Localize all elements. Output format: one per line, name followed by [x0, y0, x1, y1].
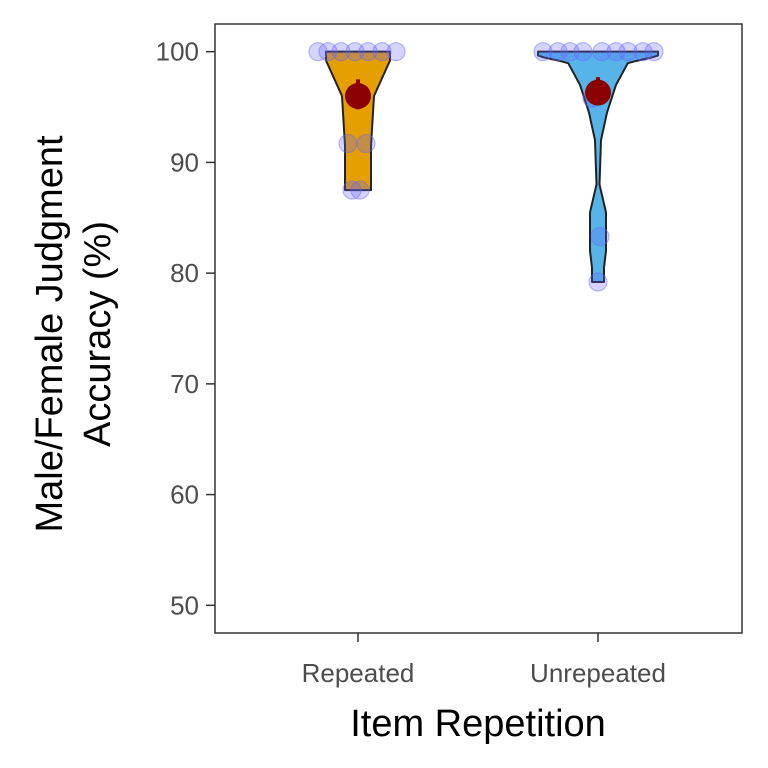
data-point — [533, 42, 553, 62]
data-point — [633, 42, 653, 62]
y-tick-label: 90 — [170, 147, 199, 177]
data-point — [338, 133, 358, 154]
y-axis-ticks: 50 60 70 80 90 100 — [156, 37, 215, 620]
x-tick-label: Repeated — [302, 658, 415, 688]
violins — [325, 50, 659, 283]
data-point — [318, 42, 338, 62]
data-point — [548, 42, 568, 62]
y-axis-title-line-1: Male/Female Judgment — [29, 135, 71, 533]
data-point — [644, 42, 664, 62]
y-axis-title-line-2: Accuracy (%) — [77, 221, 119, 447]
data-point — [560, 42, 580, 62]
data-point — [590, 226, 610, 247]
plot-panel — [214, 23, 743, 634]
y-tick-label: 80 — [170, 258, 199, 288]
x-tick-label: Unrepeated — [530, 658, 666, 688]
violin-repeated — [325, 50, 391, 192]
data-point — [356, 133, 376, 154]
data-point — [588, 272, 608, 292]
data-point — [372, 42, 392, 62]
data-point — [606, 42, 626, 62]
y-tick-label: 100 — [156, 37, 199, 67]
y-axis-title: Male/Female Judgment Accuracy (%) — [29, 135, 119, 533]
violin-unrepeated — [537, 50, 659, 283]
mean-summaries — [345, 77, 611, 110]
y-tick-label: 70 — [170, 369, 199, 399]
data-point — [592, 42, 612, 62]
x-axis-title: Item Repetition — [350, 703, 606, 745]
data-point — [386, 42, 406, 62]
data-point — [573, 42, 593, 62]
data-point — [345, 42, 365, 62]
data-point — [350, 180, 370, 200]
data-point — [342, 180, 362, 200]
data-points — [308, 42, 664, 292]
data-point — [618, 42, 638, 62]
data-point — [358, 42, 378, 62]
y-tick-label: 60 — [170, 480, 199, 510]
mean-point — [345, 82, 371, 109]
mean-point — [585, 79, 611, 106]
data-point — [308, 42, 328, 62]
y-tick-label: 50 — [170, 590, 199, 620]
data-point — [331, 42, 351, 62]
x-axis-ticks: Repeated Unrepeated — [302, 633, 666, 688]
